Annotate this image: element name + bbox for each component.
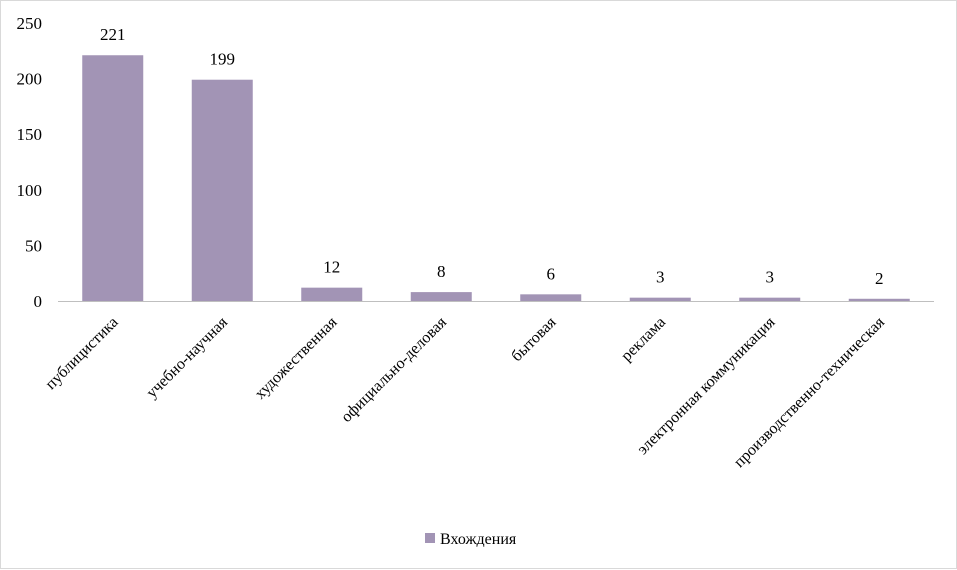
category-label: публицистика [42, 314, 121, 393]
y-tick-label: 200 [17, 70, 43, 89]
category-label: бытовая [508, 313, 560, 365]
data-label: 8 [437, 262, 446, 281]
legend-label: Вхождения [440, 531, 517, 548]
bars [82, 55, 910, 301]
data-label: 6 [547, 264, 556, 283]
bar [82, 55, 144, 301]
bar [191, 79, 253, 301]
category-label: официально-деловая [338, 313, 451, 426]
legend: Вхождения [425, 531, 517, 548]
bar [520, 294, 582, 301]
category-label: учебно-научная [143, 313, 231, 401]
bar [410, 292, 472, 301]
y-tick-label: 100 [17, 181, 43, 200]
data-labels: 221 199 12 8 6 3 3 2 [100, 25, 884, 288]
y-tick-label: 150 [17, 125, 43, 144]
bar [739, 297, 801, 301]
data-label: 3 [766, 268, 775, 287]
category-label: реклама [618, 314, 669, 365]
category-labels: публицистика учебно-научная художественная… [42, 313, 888, 471]
y-tick-label: 250 [17, 14, 43, 33]
y-axis-ticks: 0 50 100 150 200 250 [17, 14, 43, 311]
bar [848, 298, 910, 301]
legend-swatch [425, 533, 435, 543]
bar [629, 297, 691, 301]
y-tick-label: 0 [34, 292, 43, 311]
data-label: 12 [323, 258, 340, 277]
data-label: 3 [656, 268, 665, 287]
data-label: 221 [100, 25, 126, 44]
bar [301, 287, 363, 301]
data-label: 199 [210, 50, 236, 69]
y-tick-label: 50 [25, 236, 42, 255]
category-label: художественная [252, 313, 341, 402]
data-label: 2 [875, 269, 884, 288]
